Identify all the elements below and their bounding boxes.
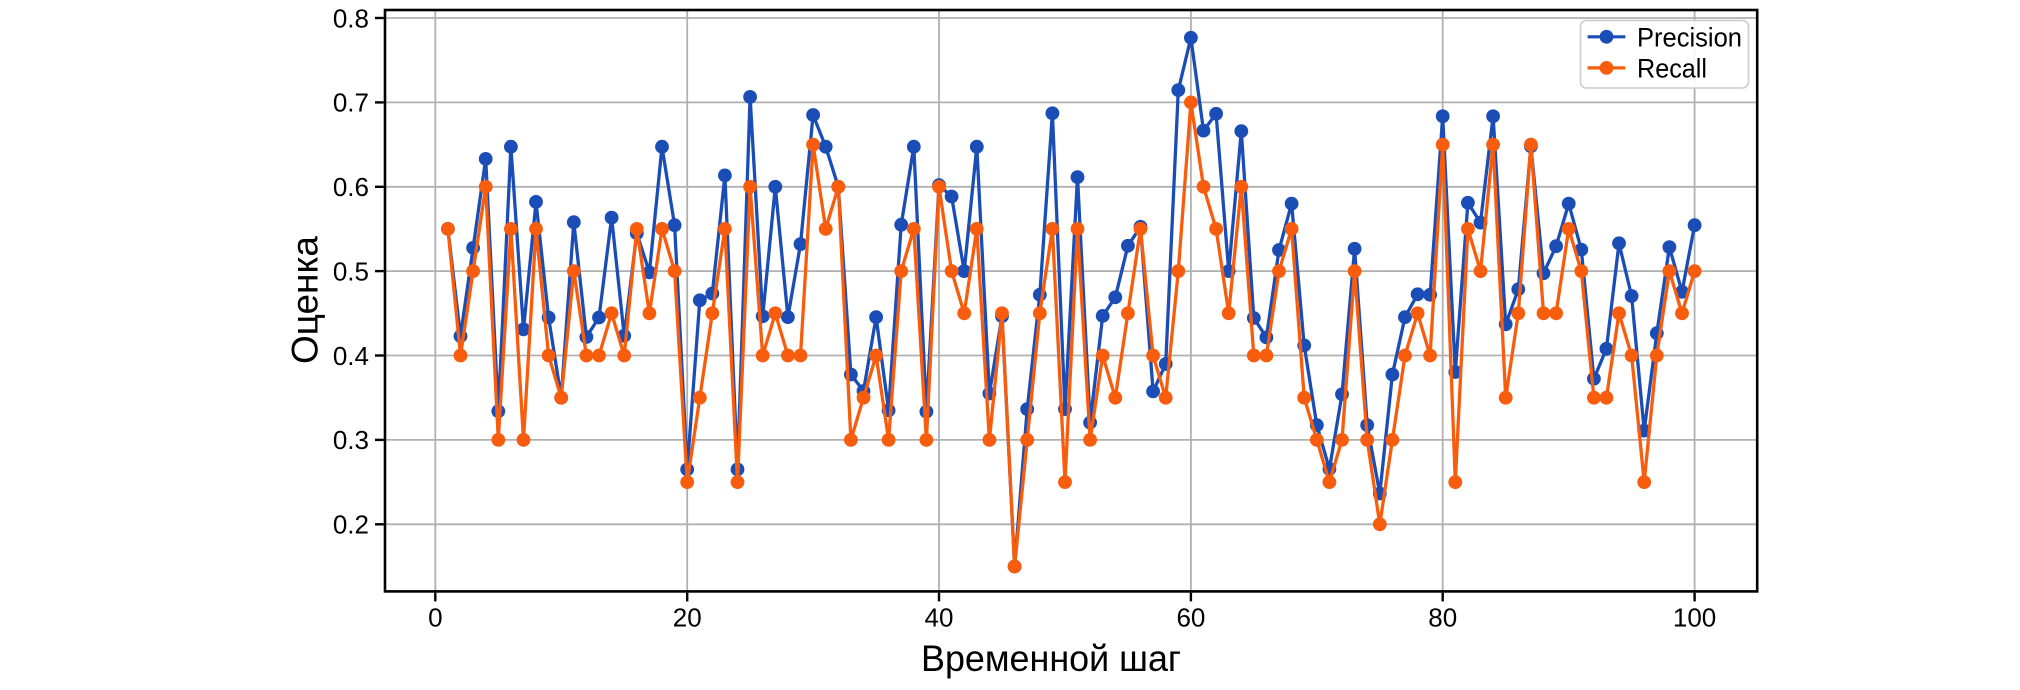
svg-text:0.8: 0.8 (333, 3, 369, 33)
svg-text:Recall: Recall (1637, 54, 1707, 84)
svg-text:0.6: 0.6 (333, 172, 369, 202)
svg-text:Временной шаг: Временной шаг (921, 638, 1181, 679)
svg-text:0.3: 0.3 (333, 425, 369, 455)
svg-text:0.5: 0.5 (333, 256, 369, 286)
svg-text:80: 80 (1428, 603, 1457, 633)
svg-text:Precision: Precision (1637, 22, 1742, 52)
svg-text:20: 20 (673, 603, 702, 633)
svg-text:40: 40 (925, 603, 954, 633)
svg-text:Оценка: Оценка (285, 236, 326, 364)
svg-text:0.2: 0.2 (333, 510, 369, 540)
svg-text:0.7: 0.7 (333, 88, 369, 118)
svg-text:100: 100 (1673, 603, 1716, 633)
svg-text:60: 60 (1176, 603, 1205, 633)
svg-text:0.4: 0.4 (333, 341, 369, 371)
svg-text:0: 0 (428, 603, 442, 633)
